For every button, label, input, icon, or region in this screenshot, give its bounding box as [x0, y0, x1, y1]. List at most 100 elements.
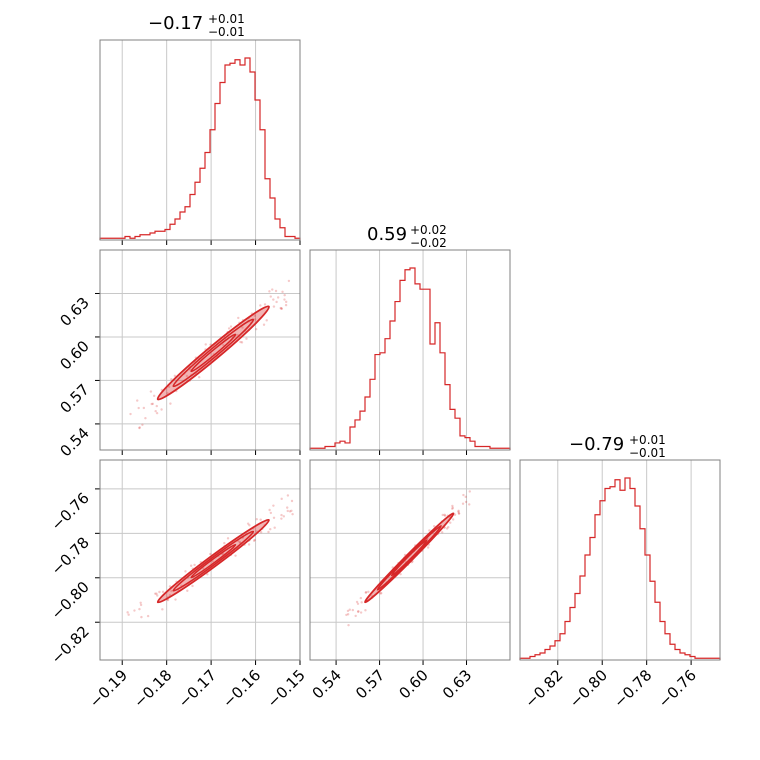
sample-point [280, 307, 283, 310]
sample-point [451, 504, 454, 508]
histogram-line [519, 477, 721, 660]
histogram-bin [680, 653, 685, 660]
histogram-bin [430, 344, 435, 450]
sample-point [273, 526, 276, 529]
sample-point [281, 290, 284, 294]
contour-mid [172, 530, 255, 592]
sample-point [284, 303, 288, 307]
histogram-panel-1 [309, 250, 511, 455]
sample-point [241, 326, 244, 329]
histogram-bin [445, 385, 450, 450]
histogram-bin [355, 420, 360, 450]
sample-point [173, 374, 177, 378]
histogram-bin [665, 634, 670, 660]
histogram-bin [175, 219, 180, 240]
sample-point [186, 589, 189, 592]
contour-outer [364, 512, 455, 604]
histogram-bin [645, 555, 650, 660]
sample-point [227, 327, 231, 330]
histogram-bin [460, 436, 465, 450]
panel-frame [99, 249, 301, 451]
panel-frame [99, 39, 301, 241]
sample-point [364, 591, 368, 594]
histogram-bin [230, 63, 235, 240]
title-plus-error: +0.01 [629, 433, 666, 447]
sample-point [140, 615, 143, 619]
histogram-bin [155, 231, 160, 240]
sample-point [138, 426, 141, 430]
sample-point [461, 502, 465, 505]
histogram-bin [655, 602, 660, 660]
sample-point [433, 525, 436, 528]
sample-point [356, 602, 360, 605]
sample-point [269, 295, 272, 298]
sample-point [259, 518, 262, 521]
sample-point [441, 513, 444, 517]
sample-point [161, 590, 165, 594]
histogram-bin [545, 650, 550, 661]
sample-point [141, 423, 144, 427]
sample-point [247, 543, 251, 546]
histogram-bin [420, 289, 425, 450]
sample-point [149, 390, 153, 393]
sample-point [286, 506, 289, 509]
histogram-line [99, 57, 301, 240]
title-plus-error: +0.01 [208, 12, 245, 26]
histogram-bin [290, 237, 295, 241]
sample-point [367, 590, 370, 593]
sample-point [146, 614, 150, 618]
sample-point [144, 416, 147, 420]
sample-point [354, 614, 357, 618]
contour-fill [157, 306, 270, 400]
contour-mid [172, 318, 255, 388]
sample-point [269, 511, 273, 515]
histogram-bin [580, 576, 585, 660]
title-minus-error: −0.02 [410, 236, 447, 250]
contour-fill [157, 519, 269, 603]
sample-point [239, 340, 242, 344]
histogram-bin [245, 58, 250, 240]
sample-point [275, 300, 278, 304]
histogram-bin [555, 641, 560, 660]
sample-point [280, 307, 283, 310]
sample-point [272, 305, 276, 308]
sample-point [268, 290, 271, 293]
histogram-bin [190, 195, 195, 241]
title-param-0: −0.17 +0.01 −0.01 [148, 12, 245, 39]
histogram-bin [370, 379, 375, 450]
sample-point [137, 406, 140, 410]
sample-point [274, 289, 278, 293]
sample-point [280, 513, 283, 517]
sample-point [259, 531, 263, 534]
sample-point [150, 402, 153, 406]
sample-point [223, 541, 226, 545]
contour-inner [190, 543, 237, 579]
histogram-panel-0 [99, 40, 301, 245]
contour-fill [365, 513, 454, 603]
histogram-bin [165, 230, 170, 241]
sample-point [290, 499, 294, 503]
histogram-bin [145, 235, 150, 240]
sample-point [380, 591, 383, 595]
title-minus-error: −0.01 [629, 446, 666, 460]
sample-point [290, 509, 293, 512]
histogram-bin [435, 323, 440, 450]
histogram-bin [685, 655, 690, 660]
sample-point [254, 327, 258, 331]
sample-point [245, 337, 248, 340]
sample-point [136, 399, 139, 402]
sample-point [426, 546, 430, 549]
histogram-bin [265, 179, 270, 240]
sample-point [189, 564, 193, 567]
histogram-bin [140, 235, 145, 240]
sample-point [348, 608, 351, 611]
sample-point [174, 598, 177, 601]
sample-point [133, 609, 136, 612]
sample-point [462, 493, 465, 497]
sample-point [271, 288, 274, 291]
sample-point [451, 506, 454, 509]
sample-point [166, 598, 170, 602]
sample-point [193, 563, 196, 567]
histogram-bin [585, 555, 590, 660]
histogram-bin [415, 284, 420, 450]
